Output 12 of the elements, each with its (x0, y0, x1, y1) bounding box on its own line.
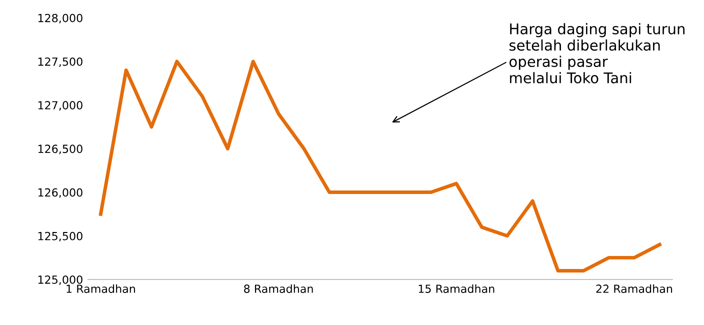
x-tick-label: 22 Ramadhan (596, 284, 672, 293)
y-tick-label: 126,500 (38, 144, 82, 154)
y-tick-label: 126,000 (38, 188, 82, 198)
x-tick-label: 8 Ramadhan (244, 284, 313, 293)
y-tick-label: 127,000 (38, 101, 82, 111)
x-tick-label: 15 Ramadhan (418, 284, 494, 293)
y-tick-label: 125,000 (38, 275, 82, 286)
x-tick-label: 1 Ramadhan (66, 284, 135, 293)
y-tick-label: 128,000 (38, 14, 82, 24)
annotation: Harga daging sapi turun setelah diberlakukan operasi pasar melalui Toko Tani (510, 23, 685, 84)
y-tick-label: 125,500 (38, 232, 82, 242)
y-tick-label: 127,500 (38, 57, 82, 67)
